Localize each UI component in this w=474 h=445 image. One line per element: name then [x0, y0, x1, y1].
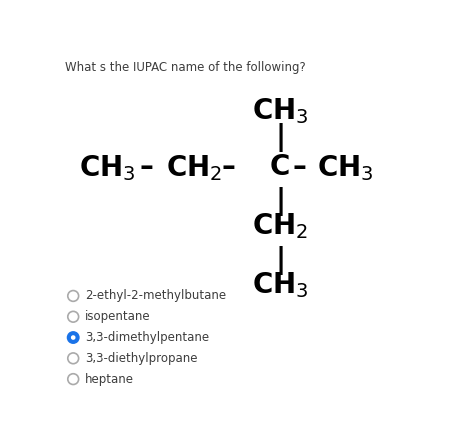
- Text: |: |: [275, 123, 285, 152]
- Text: CH$_2$: CH$_2$: [252, 211, 308, 241]
- Circle shape: [68, 374, 79, 384]
- Circle shape: [71, 335, 75, 340]
- Text: CH$_3$: CH$_3$: [317, 154, 373, 183]
- Text: isopentane: isopentane: [85, 310, 150, 323]
- Circle shape: [68, 291, 79, 301]
- Circle shape: [68, 353, 79, 364]
- Text: What s the IUPAC name of the following?: What s the IUPAC name of the following?: [65, 61, 306, 74]
- Text: CH$_3$: CH$_3$: [252, 271, 309, 300]
- Text: CH$_3$: CH$_3$: [252, 96, 309, 125]
- Text: 3,3-diethylpropane: 3,3-diethylpropane: [85, 352, 197, 365]
- Text: –: –: [292, 154, 306, 182]
- Text: |: |: [275, 186, 285, 216]
- Text: –: –: [139, 154, 153, 182]
- Text: C: C: [270, 154, 290, 182]
- Text: CH$_3$: CH$_3$: [79, 154, 136, 183]
- Text: –: –: [221, 154, 235, 182]
- Text: heptane: heptane: [85, 372, 134, 386]
- Circle shape: [68, 332, 79, 343]
- Text: CH$_2$: CH$_2$: [166, 154, 222, 183]
- Circle shape: [68, 312, 79, 322]
- Text: 2-ethyl-2-methylbutane: 2-ethyl-2-methylbutane: [85, 289, 226, 303]
- Text: |: |: [275, 246, 285, 275]
- Text: 3,3-dimethylpentane: 3,3-dimethylpentane: [85, 331, 209, 344]
